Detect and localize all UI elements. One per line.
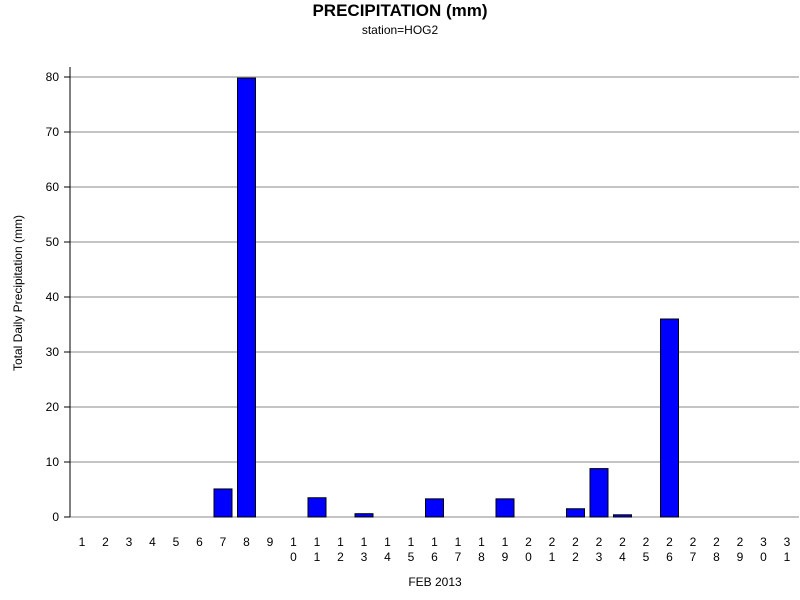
y-tick-label: 10 [46, 455, 60, 469]
chart-subtitle: station=HOG2 [361, 23, 439, 37]
x-tick-label: 3 [126, 535, 133, 549]
y-tick-label: 30 [46, 345, 60, 359]
bar-day-16 [425, 498, 444, 518]
y-tick-label: 70 [46, 125, 60, 139]
x-tick-label: 7 [220, 535, 227, 549]
x-tick-label: 8 [243, 535, 250, 549]
bar-day-11 [307, 497, 327, 518]
x-tick-labels: 1 2 3 4 5 6 7 8 9 1 01 11 21 31 41 51 61 71 81 92 02 12 22 32 42… [79, 535, 791, 564]
y-tick-label: 40 [46, 290, 60, 304]
bars [213, 77, 679, 518]
y-tick-label: 50 [46, 235, 60, 249]
x-tick-label: 9 [267, 535, 274, 549]
x-tick-label: 6 [196, 535, 203, 549]
x-tick-label: 2 [102, 535, 109, 549]
y-tick-label: 60 [46, 180, 60, 194]
x-tick-label: 1 [79, 535, 86, 549]
bar-day-8 [237, 77, 256, 518]
bar-day-7 [213, 488, 233, 518]
y-tick-label: 0 [52, 510, 59, 524]
chart-title: PRECIPITATION (mm) [312, 1, 488, 20]
y-axis-label: Total Daily Precipitation (mm) [11, 215, 25, 371]
grid-lines [70, 76, 799, 518]
y-tick-label: 80 [46, 70, 60, 84]
x-tick-label: 5 [173, 535, 180, 549]
x-tick-label: 4 [149, 535, 156, 549]
y-tick-labels: 0 10 20 30 40 50 60 70 80 [46, 70, 70, 524]
y-tick-label: 20 [46, 400, 60, 414]
bar-day-23 [589, 468, 609, 518]
x-axis-label: FEB 2013 [408, 575, 462, 589]
bar-day-13 [354, 513, 374, 518]
bar-day-22 [566, 508, 585, 518]
bar-day-19 [495, 498, 515, 518]
bar-day-24 [613, 514, 632, 518]
bar-day-26 [660, 318, 679, 518]
